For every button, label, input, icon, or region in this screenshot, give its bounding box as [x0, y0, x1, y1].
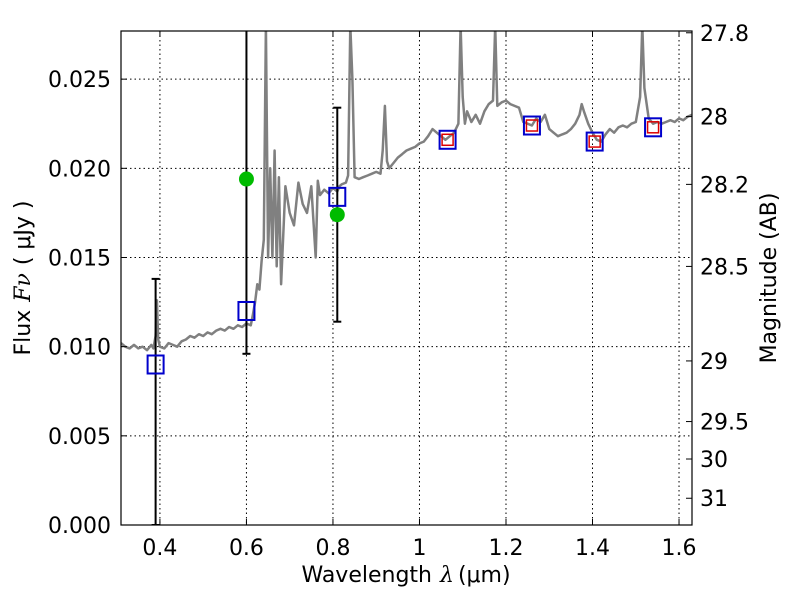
model-photometry-square — [237, 300, 256, 321]
tick-layer: 0.4 0.6 0.8 1 1.2 1.4 1.6 0.000 0.005 0.010 0.015 0… — [48, 22, 749, 561]
y2-tick-label: 28 — [700, 106, 728, 131]
x-tick-label: 1.4 — [575, 536, 610, 561]
y-tick-label: 0.010 — [48, 336, 111, 361]
x-tick-label: 1.2 — [488, 536, 523, 561]
observed-detection-square — [525, 119, 539, 132]
observed-detection-square — [441, 133, 454, 147]
model-photometry-square — [644, 117, 663, 138]
x-axis-label: Wavelength λ (μm) — [301, 563, 510, 588]
model-photometry-square — [438, 129, 457, 150]
y-tick-label: 0.015 — [48, 246, 111, 271]
y-tick-label: 0.005 — [48, 425, 111, 450]
y-axis-label-text: Flux — [11, 310, 36, 356]
y-axis-label: Flux Fν ( μJy ) — [11, 200, 36, 355]
y2-tick-label: 31 — [700, 487, 728, 512]
y2-tick-label: 30 — [700, 448, 728, 473]
plot-frame — [120, 30, 693, 526]
y-tick-label: 0.020 — [48, 157, 111, 182]
observed-photometry-point — [238, 171, 254, 187]
grid-layer — [121, 31, 692, 526]
observed-detection-square — [646, 121, 660, 134]
y2-tick-label: 28.2 — [700, 173, 749, 198]
model-photometry-square — [522, 115, 541, 136]
x-tick-label: 0.4 — [142, 536, 177, 561]
y-tick-label: 0.025 — [48, 68, 111, 93]
x-tick-label: 1 — [412, 536, 426, 561]
x-axis-label-text: Wavelength — [301, 563, 432, 588]
spectrum-line — [121, 31, 692, 352]
observed-detection-square — [588, 135, 601, 148]
errorbar-layer — [151, 31, 342, 525]
model-photometry-square — [328, 186, 347, 207]
y2-tick-label: 27.8 — [700, 22, 749, 47]
marker-layer — [146, 115, 663, 375]
model-photometry-square — [146, 354, 165, 375]
x-tick-label: 1.6 — [662, 536, 697, 561]
y-tick-label: 0.000 — [48, 514, 111, 539]
y2-tick-label: 28.5 — [700, 255, 749, 280]
y2-axis-label: Magnitude (AB) — [757, 193, 782, 364]
observed-photometry-point — [329, 207, 345, 223]
x-tick-label: 0.6 — [229, 536, 264, 561]
y-axis-label-symbol: Fν — [11, 273, 36, 303]
x-axis-label-symbol: λ — [439, 563, 454, 588]
x-tick-label: 0.8 — [315, 536, 350, 561]
y-axis-label-unit: ( μJy ) — [11, 200, 36, 265]
model-photometry-square — [585, 131, 604, 152]
x-axis-label-unit: (μm) — [458, 563, 511, 588]
spectrum-layer — [121, 31, 692, 352]
y2-tick-label: 29.5 — [700, 411, 749, 436]
y2-tick-label: 29 — [700, 350, 728, 375]
